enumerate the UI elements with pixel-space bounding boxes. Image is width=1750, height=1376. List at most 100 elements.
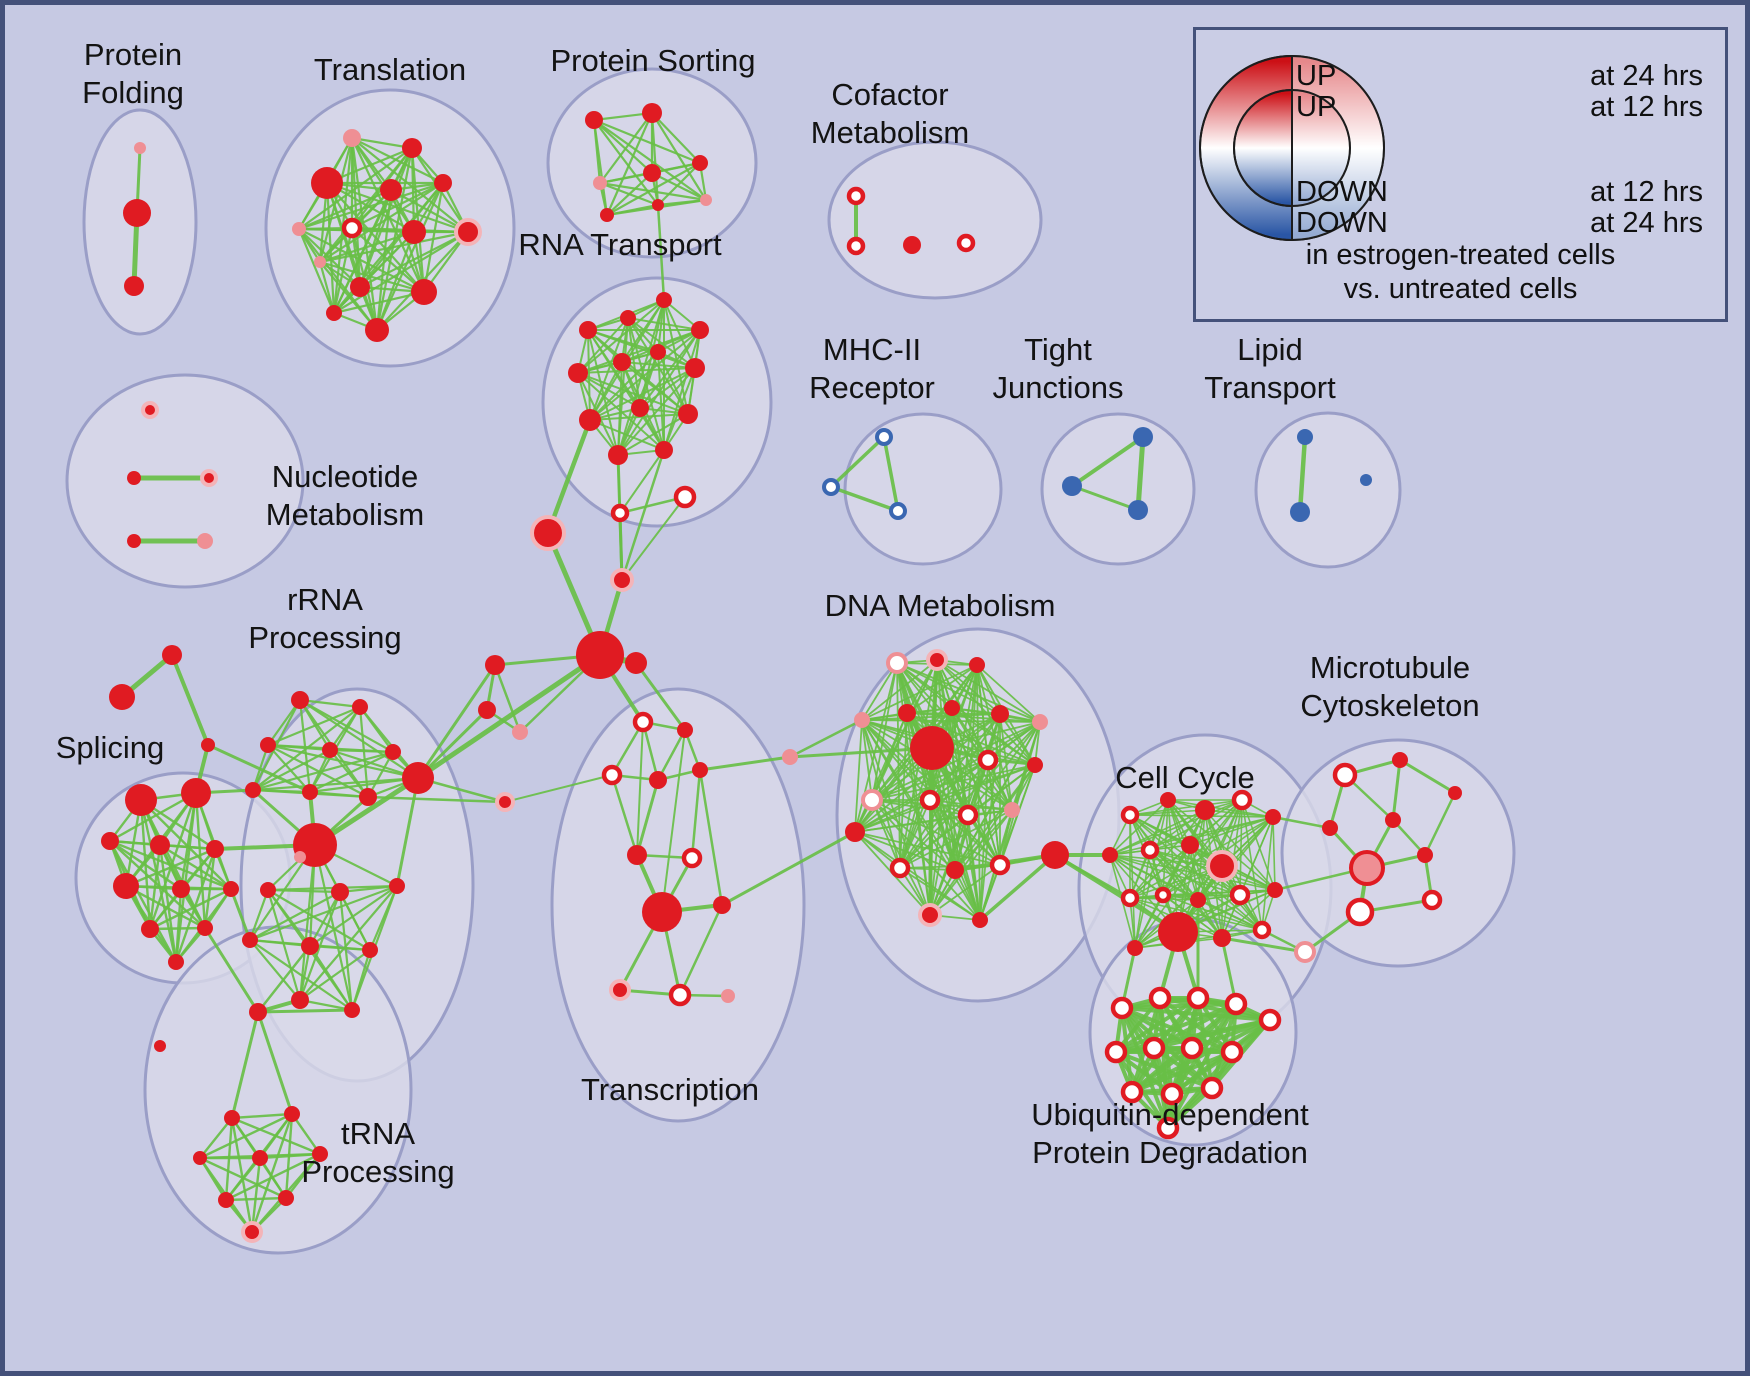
cluster-ellipse-mhc-ii-receptor xyxy=(843,412,1003,566)
network-edge xyxy=(174,887,183,964)
legend-row-up-12: UP at 12 hrs xyxy=(1296,91,1703,123)
network-edge xyxy=(854,719,863,833)
cluster-label: RNA Transport xyxy=(518,227,722,262)
network-node-t10 xyxy=(314,256,326,268)
network-edge xyxy=(871,799,956,871)
network-edge xyxy=(1204,809,1276,891)
network-node-dm20 xyxy=(918,903,942,927)
network-node-br2 xyxy=(1294,941,1316,963)
network-edge xyxy=(1189,844,1263,931)
network-edge xyxy=(854,712,908,833)
network-node-rr3 xyxy=(260,737,276,753)
cluster-label: rRNA Processing xyxy=(248,582,401,655)
network-edge xyxy=(415,652,603,781)
network-node-t4 xyxy=(380,179,402,201)
network-edge xyxy=(290,1112,322,1156)
network-edge xyxy=(251,750,395,792)
network-edge xyxy=(1398,758,1457,795)
network-node-rt13 xyxy=(655,441,673,459)
network-node-rr8 xyxy=(302,784,318,800)
cluster-label: Translation xyxy=(314,52,466,87)
network-node-rt3 xyxy=(656,292,672,308)
network-edge xyxy=(318,260,426,294)
network-edge xyxy=(1423,791,1457,857)
legend-time-label: at 12 hrs xyxy=(1590,176,1703,208)
node-layer xyxy=(101,103,1462,1243)
network-edge xyxy=(338,890,354,1012)
network-edge xyxy=(657,351,665,451)
network-node-t14 xyxy=(326,305,342,321)
network-node-cc4 xyxy=(1231,789,1253,811)
network-node-mh2 xyxy=(822,478,840,496)
cluster-label: Protein Folding xyxy=(82,37,184,110)
network-node-dm8 xyxy=(1032,714,1048,730)
network-edge xyxy=(906,712,1041,723)
network-node-mt3 xyxy=(1448,786,1462,800)
network-edge xyxy=(656,198,708,207)
network-node-tr5 xyxy=(193,1151,207,1165)
network-edge xyxy=(663,299,696,369)
network-edge xyxy=(861,719,873,801)
network-node-sp7 xyxy=(172,880,190,898)
network-edge xyxy=(1129,865,1223,899)
network-edge xyxy=(1297,434,1308,515)
network-node-pf1 xyxy=(134,142,146,154)
network-edge xyxy=(1114,996,1162,1054)
network-node-tr1 xyxy=(249,1003,267,1021)
network-node-lt1 xyxy=(1297,429,1313,445)
network-edge xyxy=(577,317,629,374)
network-edge xyxy=(906,664,978,714)
network-edge xyxy=(108,839,183,891)
network-edge xyxy=(224,1152,322,1202)
network-edge xyxy=(308,884,399,948)
network-edge xyxy=(318,260,336,315)
network-edge xyxy=(308,776,420,794)
cluster-ellipse-lipid-transport xyxy=(1254,411,1402,569)
network-edge xyxy=(650,111,708,202)
network-node-tr7 xyxy=(312,1146,328,1162)
network-edge xyxy=(1109,799,1169,856)
network-node-rr19 xyxy=(294,851,306,863)
network-edge xyxy=(493,663,522,734)
cluster-label: MHC-II Receptor xyxy=(809,332,935,405)
network-node-rt1 xyxy=(579,321,597,339)
network-node-tc4 xyxy=(649,771,667,789)
network-edge xyxy=(332,226,354,315)
network-edge xyxy=(589,413,689,421)
network-node-rt7 xyxy=(650,344,666,360)
network-edge xyxy=(592,118,708,202)
network-node-mt1 xyxy=(1332,762,1358,788)
network-node-tc10 xyxy=(609,979,631,1001)
cluster-label: Microtubule Cytoskeleton xyxy=(1300,650,1479,723)
network-node-t8 xyxy=(402,220,426,244)
network-edge xyxy=(298,698,362,709)
network-node-tc3 xyxy=(601,764,623,786)
legend-row-down-12: DOWN at 12 hrs xyxy=(1296,176,1703,208)
network-edge xyxy=(297,146,414,231)
network-node-rt4 xyxy=(691,321,709,339)
network-node-rr7 xyxy=(245,782,261,798)
cluster-label: tRNA Processing xyxy=(301,1116,454,1189)
network-node-mt9 xyxy=(1421,889,1443,911)
network-node-rt9 xyxy=(579,409,601,431)
network-node-dm1 xyxy=(886,652,908,674)
network-edge xyxy=(318,230,416,264)
network-edge xyxy=(899,713,1001,869)
network-edge xyxy=(954,809,1013,871)
network-node-ps2 xyxy=(642,103,662,123)
network-node-cc16 xyxy=(1213,929,1231,947)
network-edge xyxy=(170,653,210,747)
network-edge xyxy=(375,181,445,332)
cluster-label: Cell Cycle xyxy=(1115,760,1255,795)
network-node-sp3 xyxy=(101,832,119,850)
network-edge xyxy=(332,230,470,315)
network-edge xyxy=(1189,816,1274,846)
network-edge xyxy=(1053,853,1132,900)
network-node-mt5 xyxy=(1385,812,1401,828)
network-edge xyxy=(332,290,426,315)
network-edge xyxy=(266,888,302,1002)
network-node-cc7 xyxy=(1140,840,1160,860)
network-edge xyxy=(224,1196,288,1202)
network-edge xyxy=(266,743,420,780)
